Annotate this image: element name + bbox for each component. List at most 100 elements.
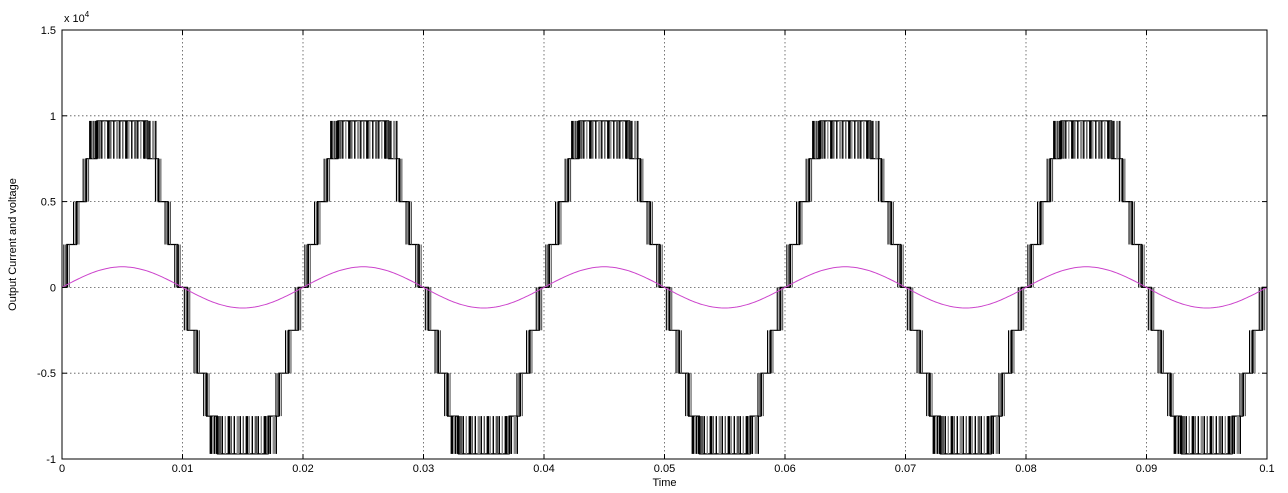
pwm-chatter-bar [688, 373, 690, 417]
pwm-chatter-bar [598, 120, 601, 159]
pwm-chatter-bar [155, 120, 157, 159]
pwm-chatter-bar [799, 201, 801, 245]
pwm-chatter-bar [700, 416, 704, 454]
pwm-chatter-bar [233, 416, 235, 454]
pwm-chatter-bar [921, 330, 923, 374]
pwm-chatter-bar [333, 120, 335, 159]
pwm-chatter-bar [968, 416, 972, 454]
pwm-chatter-bar [927, 373, 929, 417]
pwm-chatter-bar [227, 416, 231, 454]
pwm-chatter-bar [971, 416, 973, 454]
pwm-chatter-bar [1059, 120, 1061, 159]
pwm-chatter-bar [366, 120, 369, 159]
pwm-chatter-bar [1232, 416, 1234, 454]
pwm-chatter-bar [827, 120, 829, 159]
pwm-chatter-bar [866, 120, 869, 159]
pwm-chatter-bar [1104, 120, 1106, 159]
pwm-chatter-bar [1249, 330, 1251, 374]
pwm-chatter-bar [1111, 120, 1113, 159]
pwm-chatter-bar [851, 120, 853, 159]
x-tick-label: 0.01 [172, 463, 193, 475]
pwm-chatter-bar [989, 416, 991, 454]
pwm-chatter-bar [516, 416, 518, 454]
pwm-chatter-bar [1141, 244, 1143, 288]
pwm-chatter-bar [418, 244, 420, 288]
pwm-chatter-bar [1110, 120, 1112, 159]
pwm-chatter-bar [445, 373, 447, 417]
pwm-chatter-bar [84, 158, 86, 202]
pwm-chatter-bar [974, 416, 976, 454]
pwm-chatter-bar [1170, 373, 1172, 417]
pwm-chatter-bar [675, 330, 677, 374]
pwm-chatter-bar [537, 287, 539, 331]
pwm-chatter-bar [187, 287, 189, 331]
pwm-chatter-bar [462, 416, 464, 454]
pwm-chatter-bar [805, 158, 807, 202]
pwm-chatter-bar [1173, 416, 1177, 454]
pwm-chatter-bar [667, 287, 669, 331]
pwm-chatter-bar [68, 244, 70, 288]
pwm-chatter-bar [1008, 330, 1010, 374]
x-tick-label: 0.1 [1259, 463, 1274, 475]
pwm-chatter-bar [430, 287, 432, 331]
pwm-chatter-bar [277, 373, 279, 417]
pwm-chatter-bar [789, 244, 791, 288]
pwm-chatter-bar [248, 416, 250, 454]
pwm-chatter-bar [294, 287, 296, 331]
pwm-chatter-bar [369, 120, 371, 159]
pwm-chatter-bar [501, 416, 503, 454]
pwm-chatter-bar [1107, 120, 1110, 159]
pwm-chatter-bar [686, 373, 688, 417]
pwm-chatter-bar [1188, 416, 1190, 454]
pwm-chatter-bar [280, 373, 282, 417]
pwm-chatter-bar [736, 416, 740, 454]
pwm-chatter-bar [1212, 416, 1214, 454]
pwm-chatter-bar [1221, 416, 1223, 454]
pwm-chatter-bar [739, 416, 741, 454]
pwm-chatter-bar [680, 330, 682, 374]
pwm-chatter-bar [263, 416, 267, 454]
pwm-chatter-bar [751, 416, 753, 454]
pwm-chatter-bar [198, 330, 200, 374]
pwm-chatter-bar [1239, 416, 1241, 454]
pwm-chatter-bar [695, 416, 697, 454]
pwm-chatter-bar [510, 416, 512, 454]
x-tick-label: 0.09 [1136, 463, 1157, 475]
pwm-chatter-bar [892, 201, 894, 245]
pwm-chatter-bar [325, 158, 327, 202]
pwm-chatter-bar [733, 416, 735, 454]
pwm-chatter-bar [980, 416, 982, 454]
pwm-chatter-bar [583, 120, 585, 159]
x-tick-label: 0.04 [533, 463, 554, 475]
pwm-chatter-bar [727, 416, 731, 454]
pwm-chatter-bar [796, 201, 798, 245]
pwm-chatter-bar [1236, 416, 1240, 454]
pwm-chatter-bar [387, 120, 389, 159]
pwm-chatter-bar [407, 201, 409, 245]
pwm-chatter-bar [1243, 373, 1245, 417]
pwm-chatter-bar [401, 158, 403, 202]
pwm-chatter-bar [149, 120, 151, 159]
pwm-chatter-bar [1037, 201, 1039, 245]
pwm-chatter-bar [454, 416, 456, 454]
pwm-chatter-bar [1218, 416, 1222, 454]
pwm-chatter-bar [1000, 373, 1002, 417]
pwm-chatter-bar [936, 416, 938, 454]
pwm-chatter-bar [95, 120, 97, 159]
pwm-chatter-bar [786, 244, 788, 288]
pwm-chatter-bar [1062, 120, 1065, 159]
pwm-chatter-bar [189, 287, 191, 331]
y-tick-label: -1 [46, 454, 56, 466]
pwm-chatter-bar [640, 158, 642, 202]
pwm-chatter-bar [768, 330, 770, 374]
pwm-chatter-bar [1122, 158, 1124, 202]
pwm-chatter-bar [820, 120, 822, 159]
pwm-chatter-bar [953, 416, 955, 454]
pwm-chatter-bar [98, 120, 101, 159]
pwm-chatter-bar [857, 120, 860, 159]
pwm-chatter-bar [156, 158, 158, 202]
pwm-chatter-bar [782, 287, 784, 331]
pwm-chatter-bar [1068, 120, 1070, 159]
pwm-chatter-bar [1052, 158, 1054, 202]
pwm-chatter-bar [721, 416, 723, 454]
